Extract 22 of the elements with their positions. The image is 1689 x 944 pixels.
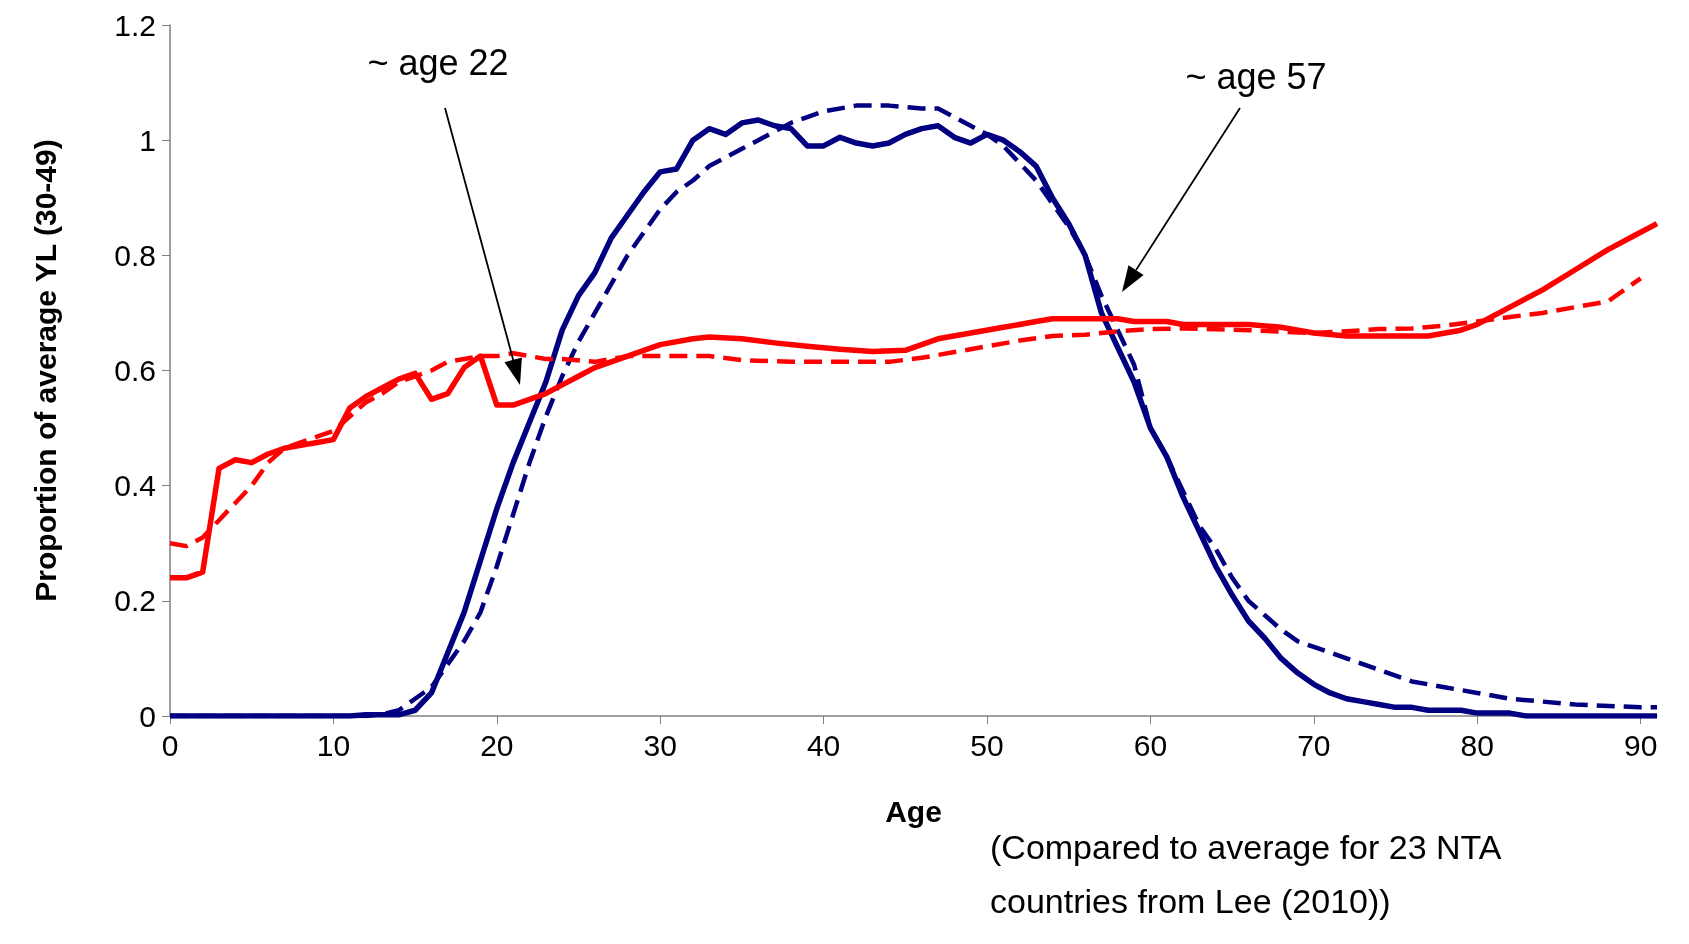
x-tick-label: 0 (161, 728, 179, 762)
x-tick-label: 40 (806, 728, 841, 762)
x-tick-label: 10 (316, 728, 351, 762)
text: (Compared to average for 23 NTA countries from Lee (2010)) (990, 828, 1510, 920)
y-tick-label: 0.6 (114, 354, 156, 387)
y-tick-label: 0 (139, 699, 156, 733)
x-tick-label: 30 (643, 728, 677, 762)
x-tick-label: 60 (1133, 728, 1168, 762)
y-tick-label: 1 (139, 123, 156, 157)
y-tick-label: 0.4 (114, 469, 156, 503)
y-tick-label: 0.2 (114, 584, 156, 618)
y-tick-label: 0.8 (114, 238, 156, 272)
y-tick-label: 1.2 (114, 8, 156, 42)
annotation: ~ age 22 (367, 41, 509, 83)
x-tick-label: 20 (480, 728, 514, 762)
y-axis-title: Proportion of average YL (30-49) (28, 139, 62, 602)
x-axis-title: Age (885, 794, 942, 828)
x-tick-label: 80 (1460, 728, 1494, 762)
x-tick-label: 50 (970, 728, 1004, 762)
annotation: ~ age 57 (1185, 55, 1327, 97)
x-tick-label: 90 (1623, 728, 1658, 762)
x-tick-label: 70 (1297, 728, 1331, 762)
